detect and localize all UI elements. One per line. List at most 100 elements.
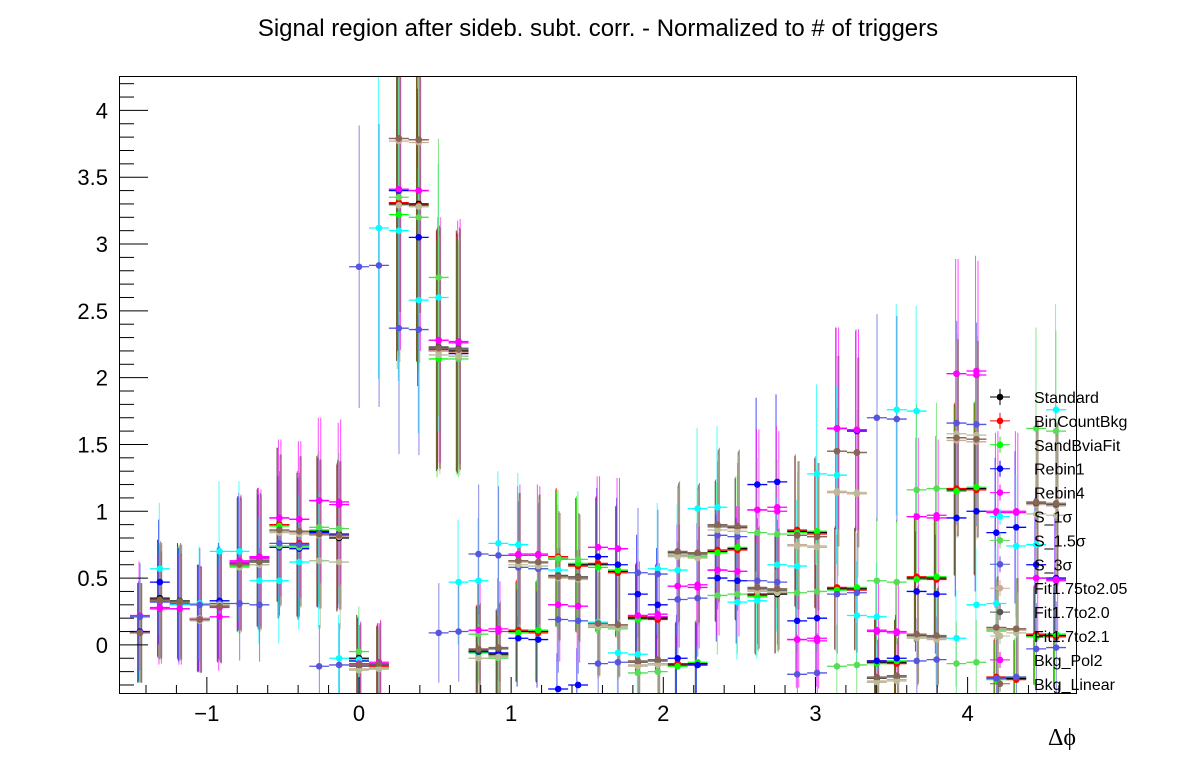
data-point bbox=[734, 522, 741, 530]
data-points bbox=[129, 135, 1067, 693]
data-point bbox=[295, 558, 303, 566]
data-point bbox=[455, 352, 462, 360]
data-point bbox=[614, 649, 622, 657]
data-point bbox=[674, 582, 681, 590]
data-point bbox=[554, 566, 562, 574]
data-point bbox=[714, 503, 721, 511]
legend-marker bbox=[996, 465, 1004, 473]
data-point bbox=[574, 681, 582, 689]
data-point bbox=[674, 654, 681, 662]
data-point bbox=[674, 662, 681, 670]
data-point bbox=[853, 426, 861, 434]
x-tick-label: 1 bbox=[505, 701, 517, 726]
data-point bbox=[833, 425, 841, 432]
data-point bbox=[694, 554, 701, 562]
data-point bbox=[614, 566, 622, 574]
data-point bbox=[793, 636, 801, 643]
data-point bbox=[933, 656, 940, 663]
y-tick-label: 3.5 bbox=[77, 165, 108, 190]
data-point bbox=[813, 637, 821, 645]
data-point bbox=[1052, 406, 1060, 414]
data-point bbox=[594, 620, 602, 627]
data-point bbox=[813, 588, 821, 595]
data-point bbox=[594, 564, 602, 571]
data-point bbox=[674, 553, 681, 561]
data-point bbox=[993, 600, 1000, 607]
data-point bbox=[833, 590, 841, 598]
data-point bbox=[813, 528, 821, 535]
data-point bbox=[893, 654, 901, 662]
data-point bbox=[993, 675, 1000, 682]
y-tick-label: 3 bbox=[96, 232, 108, 257]
data-point bbox=[1052, 427, 1060, 435]
legend-marker bbox=[996, 680, 1004, 688]
data-point bbox=[375, 660, 383, 667]
data-point bbox=[1052, 511, 1060, 519]
data-point bbox=[973, 421, 980, 428]
data-point bbox=[953, 660, 960, 667]
data-point bbox=[335, 532, 343, 539]
data-point bbox=[315, 557, 323, 565]
data-point bbox=[395, 324, 403, 332]
data-point bbox=[455, 346, 462, 353]
legend-marker bbox=[996, 561, 1004, 568]
data-point bbox=[574, 574, 582, 582]
data-point bbox=[574, 556, 582, 563]
data-point bbox=[1012, 625, 1020, 633]
data-point bbox=[295, 515, 303, 523]
data-point bbox=[335, 661, 343, 669]
data-point bbox=[1032, 633, 1040, 641]
data-point bbox=[833, 471, 841, 479]
data-point bbox=[873, 577, 881, 585]
data-point bbox=[1012, 542, 1020, 550]
data-point bbox=[554, 616, 562, 623]
data-point bbox=[734, 528, 741, 535]
data-point bbox=[554, 685, 562, 693]
data-point bbox=[395, 201, 403, 209]
data-point bbox=[136, 629, 144, 637]
data-point bbox=[415, 136, 423, 144]
data-point bbox=[176, 605, 184, 613]
data-point bbox=[315, 497, 323, 504]
data-point bbox=[335, 525, 343, 532]
data-point bbox=[614, 561, 622, 569]
data-point bbox=[554, 554, 562, 562]
data-point bbox=[634, 590, 642, 598]
data-point bbox=[754, 577, 761, 585]
data-point bbox=[714, 521, 721, 528]
data-point bbox=[415, 187, 423, 194]
data-point bbox=[375, 262, 383, 269]
y-tick-label: 1 bbox=[96, 499, 108, 524]
data-point bbox=[534, 552, 542, 559]
chart-title: Signal region after sideb. subt. corr. -… bbox=[258, 15, 938, 42]
data-point bbox=[315, 530, 323, 538]
data-point bbox=[654, 601, 662, 609]
legend-marker bbox=[996, 608, 1004, 616]
data-point bbox=[435, 294, 442, 301]
data-point bbox=[754, 584, 761, 591]
axes: −1 0 1 2 3 4 0 0.5 1 1.5 2 2.5 3 3.5 4 bbox=[77, 83, 1060, 726]
data-point bbox=[1032, 574, 1040, 582]
data-point bbox=[694, 594, 701, 602]
data-point bbox=[913, 486, 920, 494]
data-point bbox=[315, 524, 323, 531]
data-point bbox=[754, 597, 761, 605]
data-point bbox=[694, 584, 701, 591]
legend-label: Rebin1 bbox=[1034, 462, 1085, 479]
data-point bbox=[893, 672, 901, 679]
data-point bbox=[853, 449, 861, 456]
x-tick-label: 2 bbox=[657, 701, 669, 726]
data-point bbox=[873, 414, 881, 422]
data-point bbox=[873, 673, 881, 681]
data-point bbox=[375, 224, 383, 232]
data-point bbox=[395, 227, 403, 234]
data-point bbox=[973, 601, 980, 609]
legend-marker bbox=[996, 513, 1004, 520]
data-point bbox=[1032, 510, 1040, 518]
data-point bbox=[335, 558, 343, 566]
data-point bbox=[773, 578, 781, 586]
data-point bbox=[933, 485, 940, 492]
data-point bbox=[574, 602, 582, 610]
data-point bbox=[893, 677, 901, 685]
